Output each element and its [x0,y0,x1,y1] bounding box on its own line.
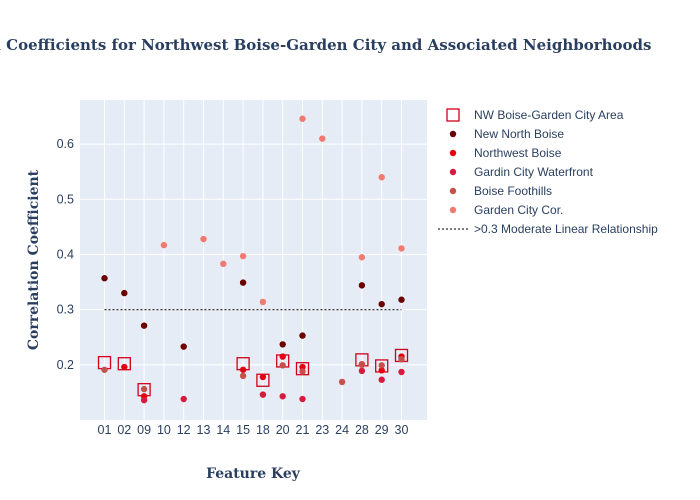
data-point [398,245,405,252]
data-point [259,298,267,306]
data-point [358,361,366,369]
data-point [299,332,306,339]
x-tick-label: 24 [335,423,349,437]
series-group [101,356,405,393]
data-point [140,385,148,393]
x-tick-label: 14 [216,423,230,437]
y-tick-label: 0.3 [57,303,74,317]
data-point [279,341,286,348]
data-point [299,115,306,122]
x-tick-label: 30 [395,423,409,437]
data-point [279,362,286,369]
y-tick-label: 0.5 [57,192,74,206]
data-point [259,391,267,398]
data-point [239,372,247,380]
legend-label: Gardin City Waterfront [474,165,594,179]
x-tick-label: 23 [315,423,329,437]
data-point-square [295,362,310,376]
data-point [121,363,128,371]
legend-marker [449,206,457,214]
legend-label: Garden City Cor. [474,203,563,217]
data-point [101,366,108,373]
data-point [358,282,366,289]
data-point [200,235,207,243]
x-axis-ticks: 01 02 09 10 12 13 14 15 18 20 21 23 24 28 29 30 [98,423,409,437]
data-point [378,174,385,181]
y-tick-label: 0.4 [57,247,74,261]
x-tick-label: 13 [197,423,211,437]
data-point [220,260,227,268]
y-axis-ticks: 0.2 0.3 0.4 0.5 0.6 [57,137,74,372]
x-tick-label: 21 [296,423,310,437]
plot-area [80,100,427,420]
data-point [338,378,346,386]
x-tick-label: 15 [236,423,250,437]
data-point [378,362,385,369]
x-tick-label: 01 [98,423,112,437]
data-point [180,395,187,403]
y-tick-label: 0.6 [57,137,74,151]
data-point [299,368,306,375]
data-point [180,343,187,350]
x-tick-label: 20 [276,423,290,437]
series-group [140,367,405,404]
legend-marker [449,187,457,195]
data-point [378,300,385,308]
legend-label: >0.3 Moderate Linear Relationship [474,222,658,236]
data-point [239,279,247,286]
data-points [97,115,409,404]
data-point [319,135,326,142]
data-point [299,363,306,371]
legend[interactable]: NW Boise-Garden City Area New North Boise… [438,108,658,236]
data-point [121,289,128,297]
x-tick-label: 28 [355,423,369,437]
x-tick-label: 18 [256,423,270,437]
chart-title: on Coefficients for Northwest Boise-Gard… [0,36,651,54]
data-point [378,367,385,374]
data-point [140,322,148,329]
y-tick-label: 0.2 [57,358,74,372]
legend-marker [449,130,457,138]
legend-label: Northwest Boise [474,146,562,160]
x-tick-label: 12 [177,423,191,437]
x-tick-label: 10 [157,423,171,437]
data-point [358,254,366,261]
data-point [279,353,286,360]
y-axis-title: Correlation Coefficient [26,169,42,350]
data-point [299,395,306,403]
x-tick-label: 29 [375,423,389,437]
legend-label: Boise Foothills [474,184,552,198]
data-point [259,373,267,381]
data-point [398,368,405,376]
data-point [101,275,108,282]
x-axis-title: Feature Key [206,466,301,482]
legend-marker [449,149,457,157]
data-point [279,393,286,400]
legend-marker-square [446,108,460,122]
data-point [239,366,247,373]
data-point [160,241,168,249]
legend-label: New North Boise [474,127,564,141]
data-point [239,252,247,260]
series-group [160,115,405,306]
series-group [101,275,405,350]
data-point [398,296,405,303]
data-point [140,396,148,404]
data-point [358,367,366,375]
x-tick-label: 09 [137,423,151,437]
data-point [378,376,385,383]
x-tick-label: 02 [117,423,131,437]
legend-marker [449,168,457,176]
data-point [398,356,405,363]
legend-label: NW Boise-Garden City Area [474,108,624,122]
